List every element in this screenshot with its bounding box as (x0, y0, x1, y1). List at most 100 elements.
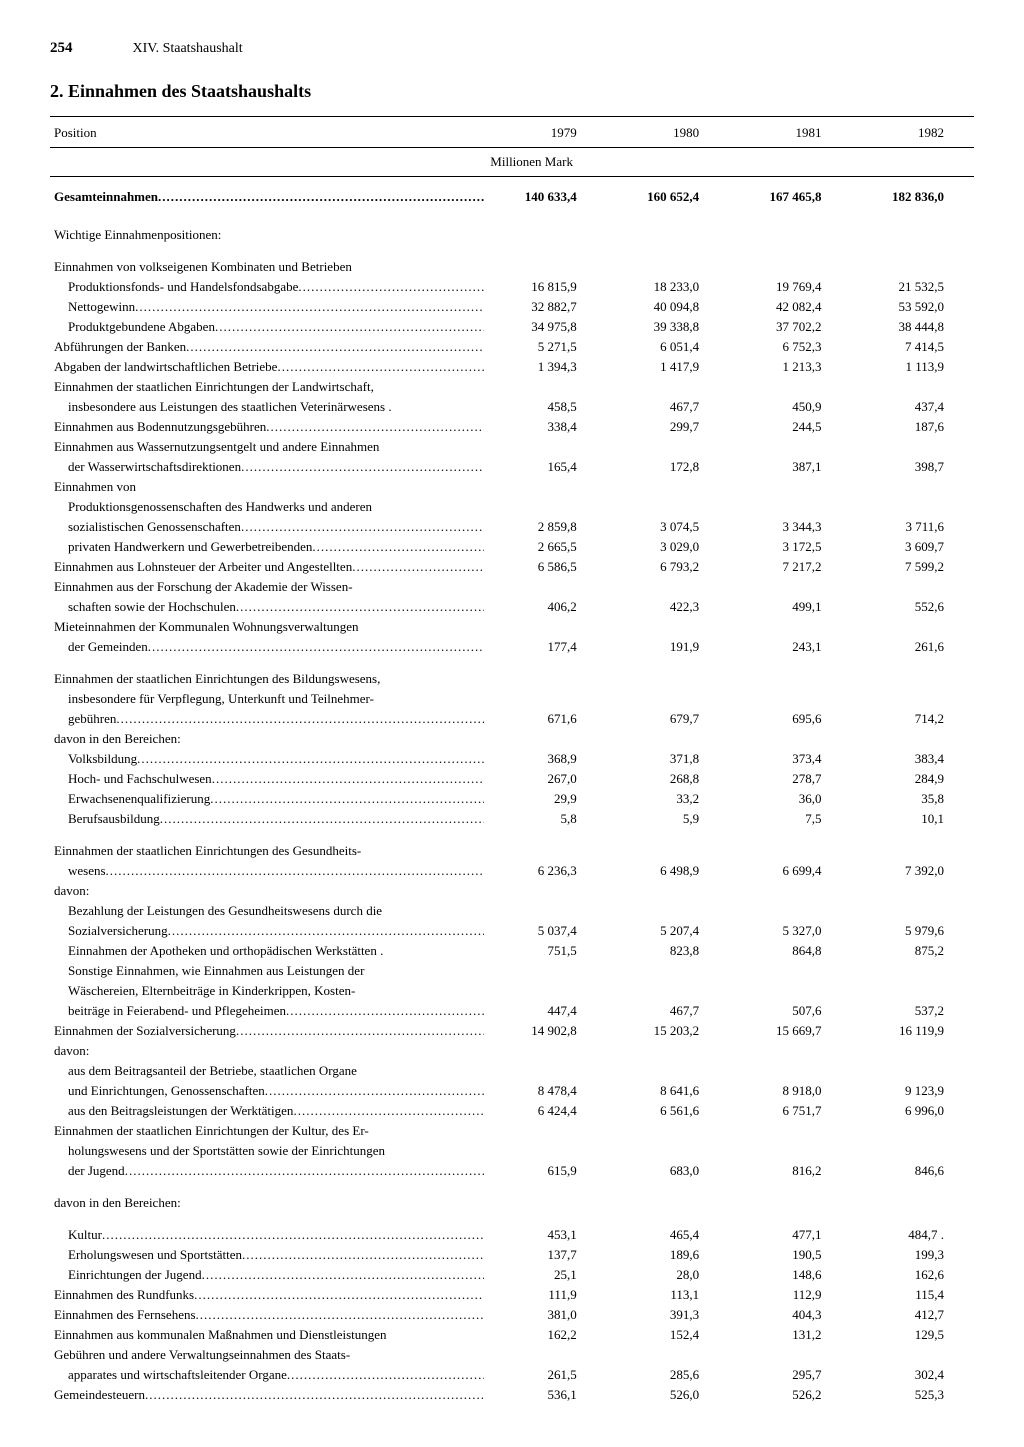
row-label: Produktionsgenossenschaften des Handwerk… (68, 499, 372, 514)
table-row: Erholungswesen und Sportstätten137,7189,… (50, 1245, 974, 1265)
table-row: Gemeindesteuern536,1526,0526,2525,3 (50, 1385, 974, 1405)
cell-value: 8 641,6 (607, 1081, 729, 1101)
table-row: aus dem Beitragsanteil der Betriebe, sta… (50, 1061, 974, 1081)
cell-value: 381,0 (484, 1305, 606, 1325)
table-row: und Einrichtungen, Genossenschaften 8 478… (50, 1081, 974, 1101)
row-label: Einnahmen des Fernsehens (54, 1307, 196, 1322)
row-label: Abgaben der landwirtschaftlichen Betrieb… (54, 359, 277, 374)
row-label: Wichtige Einnahmenpositionen: (54, 227, 221, 242)
row-label: Einnahmen von volkseigenen Kombinaten un… (54, 259, 352, 274)
cell-value: 368,9 (484, 749, 606, 769)
table-row: beiträge in Feierabend- und Pflegeheimen… (50, 1001, 974, 1021)
cell-value: 199,3 (852, 1245, 974, 1265)
row-label: Produktgebundene Abgaben (68, 319, 215, 334)
row-label: schaften sowie der Hochschulen (68, 599, 236, 614)
cell-value: 404,3 (729, 1305, 851, 1325)
cell-value: 29,9 (484, 789, 606, 809)
row-label: wesens (68, 863, 106, 878)
cell-value: 167 465,8 (729, 187, 851, 207)
cell-value: 34 975,8 (484, 317, 606, 337)
row-label: sozialistischen Genossenschaften (68, 519, 241, 534)
cell-value: 3 344,3 (729, 517, 851, 537)
cell-value: 552,6 (852, 597, 974, 617)
cell-value: 6 561,6 (607, 1101, 729, 1121)
table-row: Produktionsfonds- und Handelsfondsabgabe… (50, 277, 974, 297)
cell-value: 8 478,4 (484, 1081, 606, 1101)
table-row: Einnahmen der Sozialversicherung14 902,8… (50, 1021, 974, 1041)
cell-value: 8 918,0 (729, 1081, 851, 1101)
cell-value: 5 207,4 (607, 921, 729, 941)
cell-value: 525,3 (852, 1385, 974, 1405)
col-1981: 1981 (729, 117, 851, 148)
table-row: Wichtige Einnahmenpositionen: (50, 225, 974, 245)
table-row: davon: (50, 881, 974, 901)
cell-value: 1 213,3 (729, 357, 851, 377)
cell-value: 3 711,6 (852, 517, 974, 537)
cell-value: 387,1 (729, 457, 851, 477)
cell-value: 261,6 (852, 637, 974, 657)
cell-value: 467,7 (607, 397, 729, 417)
cell-value: 467,7 (607, 1001, 729, 1021)
cell-value: 129,5 (852, 1325, 974, 1345)
row-label: Einnahmen aus Wassernutzungsentgelt und … (54, 439, 379, 454)
row-label: und Einrichtungen, Genossenschaften (68, 1083, 265, 1098)
col-position: Position (50, 117, 484, 148)
cell-value: 19 769,4 (729, 277, 851, 297)
table-row: gebühren671,6679,7695,6714,2 (50, 709, 974, 729)
row-label: Einnahmen der staatlichen Einrichtungen … (54, 379, 374, 394)
table-row (50, 1181, 974, 1193)
table-row (50, 829, 974, 841)
cell-value: 302,4 (852, 1365, 974, 1385)
cell-value: 261,5 (484, 1365, 606, 1385)
chapter-title: XIV. Staatshaushalt (133, 41, 243, 57)
cell-value: 14 902,8 (484, 1021, 606, 1041)
table-row: Berufsausbildung5,85,97,510,1 (50, 809, 974, 829)
row-label: privaten Handwerkern und Gewerbetreibend… (68, 539, 312, 554)
row-label: Einnahmen aus Bodennutzungsgebühren (54, 419, 266, 434)
row-label: aus den Beitragsleistungen der Werktätig… (68, 1103, 293, 1118)
table-row: Produktgebundene Abgaben34 975,839 338,8… (50, 317, 974, 337)
table-row: der Gemeinden177,4191,9243,1261,6 (50, 637, 974, 657)
table-row: Einnahmen von (50, 477, 974, 497)
cell-value: 42 082,4 (729, 297, 851, 317)
row-label: Wäschereien, Elternbeiträge in Kinderkri… (68, 983, 355, 998)
cell-value: 162,2 (484, 1325, 606, 1345)
cell-value: 40 094,8 (607, 297, 729, 317)
row-label: der Gemeinden (68, 639, 148, 654)
row-label: Gemeindesteuern (54, 1387, 145, 1402)
row-label: Einnahmen aus der Forschung der Akademie… (54, 579, 353, 594)
cell-value: 111,9 (484, 1285, 606, 1305)
cell-value: 284,9 (852, 769, 974, 789)
cell-value: 112,9 (729, 1285, 851, 1305)
cell-value: 36,0 (729, 789, 851, 809)
row-label: Bezahlung der Leistungen des Gesundheits… (68, 903, 382, 918)
table-row (50, 657, 974, 669)
table-row: Gesamteinnahmen140 633,4160 652,4167 465… (50, 187, 974, 207)
cell-value: 3 609,7 (852, 537, 974, 557)
cell-value: 671,6 (484, 709, 606, 729)
row-label: Einnahmen der staatlichen Einrichtungen … (54, 671, 380, 686)
row-label: aus dem Beitragsanteil der Betriebe, sta… (68, 1063, 357, 1078)
table-row (50, 207, 974, 225)
cell-value: 1 394,3 (484, 357, 606, 377)
table-row: Einnahmen aus Lohnsteuer der Arbeiter un… (50, 557, 974, 577)
cell-value: 338,4 (484, 417, 606, 437)
cell-value: 38 444,8 (852, 317, 974, 337)
row-label: Gebühren und andere Verwaltungseinnahmen… (54, 1347, 350, 1362)
table-row: Bezahlung der Leistungen des Gesundheits… (50, 901, 974, 921)
cell-value: 383,4 (852, 749, 974, 769)
cell-value: 160 652,4 (607, 187, 729, 207)
row-label: Sonstige Einnahmen, wie Einnahmen aus Le… (68, 963, 364, 978)
cell-value: 615,9 (484, 1161, 606, 1181)
cell-value: 536,1 (484, 1385, 606, 1405)
cell-value: 3 074,5 (607, 517, 729, 537)
cell-value: 683,0 (607, 1161, 729, 1181)
table-row: der Wasserwirtschaftsdirektionen165,4172… (50, 457, 974, 477)
cell-value: 6 051,4 (607, 337, 729, 357)
col-1982: 1982 (852, 117, 974, 148)
table-row: insbesondere für Verpflegung, Unterkunft… (50, 689, 974, 709)
row-label: der Wasserwirtschaftsdirektionen (68, 459, 241, 474)
cell-value: 131,2 (729, 1325, 851, 1345)
table-row: der Jugend615,9683,0816,2846,6 (50, 1161, 974, 1181)
row-label: Abführungen der Banken (54, 339, 186, 354)
